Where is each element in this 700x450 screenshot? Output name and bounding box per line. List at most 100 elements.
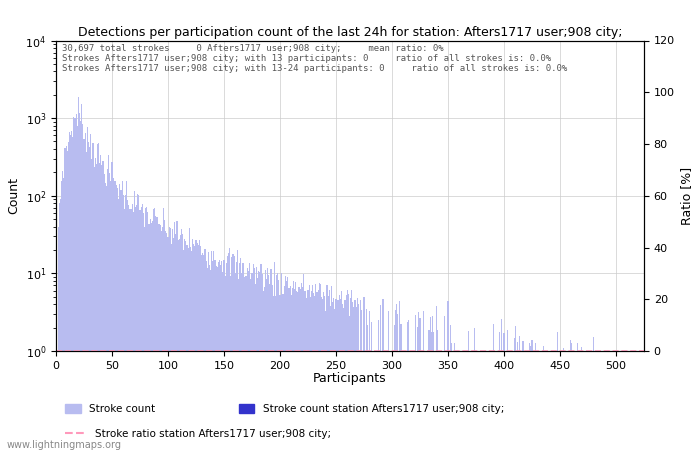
Bar: [274, 262, 275, 450]
Bar: [104, 174, 105, 450]
Bar: [147, 212, 148, 450]
Bar: [292, 288, 293, 450]
Bar: [312, 285, 313, 450]
Bar: [396, 305, 397, 450]
Bar: [357, 298, 358, 450]
Bar: [283, 294, 284, 450]
Bar: [135, 207, 136, 450]
Bar: [83, 140, 85, 450]
Bar: [369, 311, 370, 450]
Stroke ratio station Afters1717 user;908 city;: [493, 348, 501, 354]
Bar: [117, 188, 118, 450]
Text: www.lightningmaps.org: www.lightningmaps.org: [7, 440, 122, 450]
Bar: [267, 267, 268, 450]
Bar: [136, 205, 137, 450]
Bar: [499, 332, 500, 450]
Bar: [190, 247, 191, 450]
Bar: [57, 227, 59, 450]
Bar: [257, 278, 258, 450]
Bar: [433, 332, 434, 450]
Bar: [570, 343, 572, 450]
Bar: [318, 284, 320, 450]
Bar: [608, 352, 609, 450]
Stroke ratio station Afters1717 user;908 city;: [52, 348, 60, 354]
Bar: [154, 207, 155, 450]
Bar: [430, 332, 432, 450]
Bar: [444, 315, 445, 450]
Bar: [141, 204, 143, 450]
X-axis label: Participants: Participants: [313, 372, 387, 385]
Bar: [428, 330, 430, 450]
Bar: [127, 200, 128, 450]
Bar: [273, 297, 274, 450]
Bar: [341, 291, 342, 450]
Bar: [244, 277, 245, 450]
Bar: [354, 300, 356, 450]
Bar: [358, 304, 359, 450]
Bar: [143, 213, 144, 450]
Bar: [184, 238, 186, 450]
Bar: [302, 287, 303, 450]
Bar: [172, 229, 173, 450]
Bar: [126, 181, 127, 450]
Bar: [206, 268, 208, 450]
Legend: Stroke ratio station Afters1717 user;908 city;: Stroke ratio station Afters1717 user;908…: [61, 424, 335, 443]
Bar: [108, 155, 109, 450]
Bar: [98, 143, 99, 450]
Bar: [148, 224, 150, 450]
Bar: [134, 191, 135, 450]
Bar: [150, 223, 152, 450]
Bar: [229, 248, 230, 450]
Bar: [501, 320, 503, 450]
Bar: [81, 104, 83, 450]
Bar: [113, 180, 115, 450]
Bar: [351, 290, 352, 450]
Bar: [363, 297, 365, 450]
Bar: [316, 292, 318, 450]
Bar: [286, 281, 287, 450]
Bar: [209, 265, 210, 450]
Bar: [92, 143, 94, 450]
Bar: [173, 238, 174, 450]
Bar: [74, 118, 76, 450]
Bar: [61, 180, 62, 450]
Bar: [248, 271, 249, 450]
Bar: [186, 245, 188, 450]
Bar: [423, 311, 424, 450]
Bar: [557, 332, 559, 450]
Bar: [94, 167, 95, 450]
Bar: [182, 234, 183, 450]
Bar: [68, 142, 69, 450]
Bar: [193, 244, 195, 450]
Bar: [247, 268, 248, 450]
Bar: [311, 292, 312, 450]
Bar: [240, 258, 241, 450]
Bar: [328, 296, 329, 450]
Bar: [262, 291, 264, 450]
Bar: [320, 284, 321, 450]
Bar: [191, 251, 192, 450]
Bar: [321, 297, 322, 450]
Bar: [176, 221, 178, 450]
Bar: [365, 309, 367, 450]
Bar: [284, 286, 285, 450]
Bar: [217, 267, 218, 450]
Bar: [432, 316, 433, 450]
Bar: [397, 314, 398, 450]
Bar: [97, 144, 98, 450]
Bar: [99, 163, 100, 450]
Bar: [522, 341, 524, 450]
Bar: [360, 300, 361, 450]
Bar: [287, 277, 288, 450]
Bar: [64, 148, 66, 450]
Bar: [119, 184, 120, 450]
Bar: [107, 169, 108, 450]
Bar: [197, 244, 199, 450]
Bar: [102, 161, 104, 450]
Bar: [315, 284, 316, 450]
Bar: [293, 281, 294, 450]
Bar: [264, 288, 265, 450]
Bar: [305, 291, 307, 450]
Bar: [525, 360, 526, 450]
Bar: [178, 239, 180, 450]
